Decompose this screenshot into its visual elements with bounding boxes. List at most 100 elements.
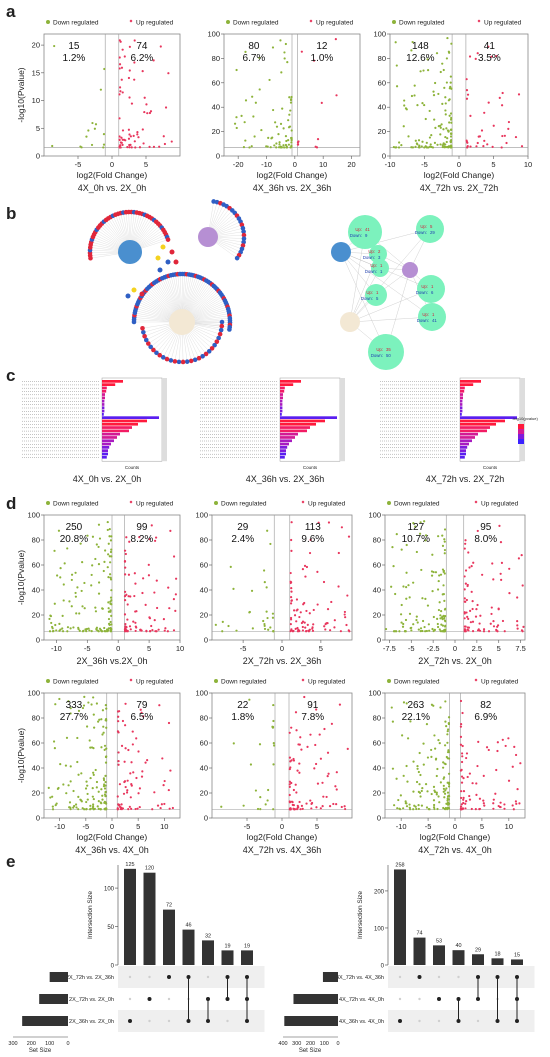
point-down	[258, 88, 261, 91]
point-up	[460, 781, 464, 784]
point-up	[169, 529, 172, 532]
point-up	[146, 112, 149, 115]
network-gene-node	[131, 287, 137, 293]
point-down	[103, 744, 107, 747]
y-tick-label: 40	[373, 586, 381, 595]
point-down	[86, 784, 89, 787]
point-down	[442, 142, 445, 145]
x-tick-label: -10	[396, 822, 407, 831]
bubble-up-count: 2	[378, 249, 381, 254]
point-up	[334, 785, 337, 788]
point-up	[300, 748, 303, 751]
point-up	[501, 134, 504, 138]
point-down	[424, 597, 427, 600]
point-down	[98, 627, 102, 630]
point-up	[482, 628, 486, 631]
point-down	[72, 806, 75, 809]
matrix-dot	[167, 975, 171, 979]
point-down	[109, 600, 112, 603]
x-tick-label: -10	[385, 160, 396, 169]
point-down	[423, 625, 426, 629]
point-down	[83, 808, 86, 811]
point-down	[98, 718, 101, 721]
point-up	[148, 538, 151, 541]
point-up	[146, 759, 149, 762]
point-down	[390, 585, 393, 588]
point-down	[110, 548, 113, 551]
enrichment-bar	[460, 416, 517, 419]
point-down	[399, 808, 402, 811]
point-down	[107, 601, 110, 604]
point-down	[83, 581, 86, 585]
bar-value-label: 32	[205, 933, 211, 939]
point-up	[290, 549, 293, 552]
point-down	[244, 99, 248, 102]
legend-up-label: Up regulated	[136, 501, 174, 508]
bar-value-label: 72	[166, 903, 172, 909]
point-down	[66, 547, 69, 550]
point-down	[220, 805, 223, 808]
point-down	[401, 734, 404, 737]
enrichment-bar	[280, 452, 286, 456]
point-down	[444, 113, 447, 116]
point-up	[464, 807, 467, 810]
point-up	[299, 736, 302, 739]
point-down	[449, 135, 453, 138]
down-count: 263	[407, 700, 424, 711]
point-down	[283, 146, 286, 149]
point-down	[50, 621, 53, 625]
intersection-bar	[221, 950, 234, 965]
y-tick-label: 100	[368, 511, 381, 520]
point-down	[258, 743, 262, 746]
point-up	[462, 776, 465, 780]
legend-up-label: Up regulated	[484, 20, 522, 27]
point-down	[397, 146, 401, 149]
point-up	[465, 598, 468, 602]
point-down	[266, 529, 269, 532]
point-up	[490, 612, 493, 616]
legend-up-marker	[129, 19, 133, 23]
enrichment-bar	[280, 432, 298, 436]
bar-value-label: 29	[475, 947, 481, 953]
point-down	[272, 703, 275, 707]
point-up	[121, 91, 124, 94]
legend-down-marker	[387, 501, 391, 505]
network-gene-node	[169, 249, 175, 255]
y-tick-label: 200	[374, 889, 385, 895]
point-up	[460, 790, 463, 793]
point-down	[430, 755, 433, 758]
panel-label-d: d	[6, 494, 17, 513]
point-down	[88, 808, 92, 811]
matrix-dot	[128, 1019, 132, 1023]
point-down	[77, 773, 80, 776]
point-up	[516, 620, 519, 623]
up-percent: 6.5%	[131, 712, 154, 723]
y-tick-label: 100	[373, 30, 386, 39]
point-down	[107, 542, 110, 545]
point-down	[417, 139, 421, 142]
bubble-up-label: Up:	[376, 347, 383, 352]
point-down	[97, 592, 101, 595]
point-down	[442, 806, 445, 810]
point-down	[430, 570, 434, 573]
point-up	[118, 56, 121, 59]
y-tick-label: 60	[212, 78, 220, 87]
point-up	[134, 625, 137, 628]
set-name-label: 4X_72h vs. 4X_0h	[339, 997, 384, 1003]
point-down	[450, 132, 453, 135]
legend-up-marker	[129, 678, 133, 682]
point-down	[439, 70, 442, 74]
point-down	[405, 597, 408, 600]
point-down	[97, 581, 101, 584]
point-down	[428, 629, 431, 632]
point-down	[109, 578, 113, 581]
point-up	[135, 776, 138, 780]
point-up	[289, 602, 293, 605]
point-down	[264, 803, 267, 806]
point-up	[289, 623, 292, 626]
bubble-down-label: Down:	[416, 290, 428, 295]
legend-down-label: Down regulated	[233, 20, 279, 27]
point-down	[232, 587, 235, 590]
point-down	[49, 614, 52, 617]
point-down	[287, 143, 291, 146]
